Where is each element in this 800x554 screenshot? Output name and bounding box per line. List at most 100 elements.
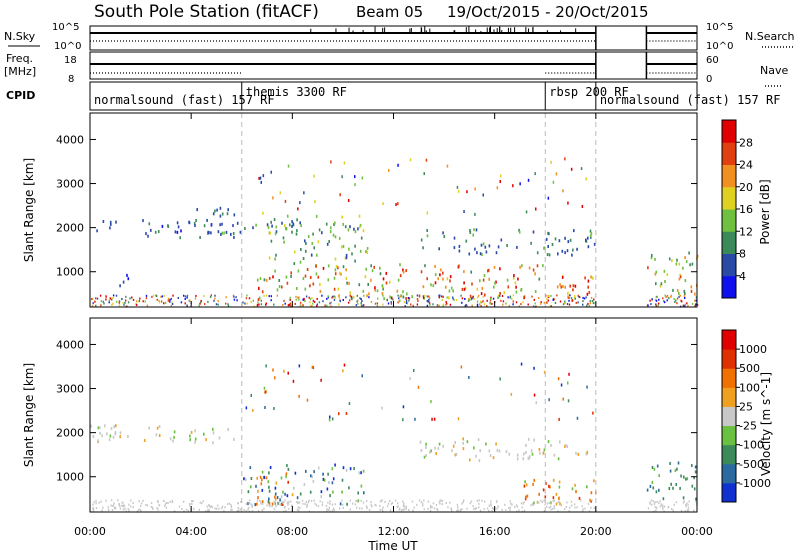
velocity-data [90,318,698,513]
scatter-cell [668,257,671,261]
noise-cell [402,500,404,503]
scatter-cell [318,228,321,232]
scatter-cell [525,483,528,487]
noise-cell [531,295,533,298]
noise-cell [403,508,405,511]
noise-cell [390,302,393,305]
outlier-cell [272,196,274,200]
scatter-cell [319,283,321,286]
noise-cell [286,501,288,504]
noise-cell [584,507,586,510]
noise-cell [659,500,661,503]
noise-cell [435,504,438,507]
noise-cell [651,298,653,301]
scatter-cell [344,225,347,229]
scatter-cell [592,276,594,280]
noise-cell [112,294,115,297]
noise-cell [113,507,116,510]
noise-cell [122,301,124,304]
noise-cell [508,507,510,510]
noise-cell [445,502,447,504]
noise-cell [376,304,379,307]
noise-cell [666,296,669,299]
noise-cell [122,501,124,504]
noise-cell [441,299,443,301]
noise-cell [306,504,308,507]
noise-cell [163,500,165,502]
noise-cell [396,506,398,508]
noise-cell [299,305,301,307]
noise-cell [550,305,552,308]
cpid-segment-label: rbsp 200 RF [549,85,628,99]
scatter-cell [339,502,342,506]
scatter-cell [533,438,535,442]
scatter-cell [315,272,318,276]
scatter-cell [309,284,311,288]
outlier-cell [533,393,536,397]
noise-cell [130,499,132,502]
noise-cell [405,300,408,302]
scatter-cell [450,286,453,290]
outlier-cell [331,417,334,421]
noise-cell [568,297,570,299]
scatter-cell [290,271,292,275]
scatter-cell [368,292,370,296]
y-tick-label: 1000 [56,266,84,279]
scatter-cell [119,431,122,435]
outlier-cell [580,167,583,171]
scatter-cell [354,244,356,248]
scatter-cell [567,291,569,295]
scatter-cell [332,233,335,237]
scatter-cell [499,291,501,295]
scatter-cell [528,266,531,270]
scatter-cell [585,452,588,456]
noise-cell [129,297,131,300]
scatter-cell [688,251,690,255]
noise-cell [304,503,306,506]
noise-cell [118,304,121,307]
noise-cell [145,503,147,506]
outlier-cell [297,207,299,211]
noise-cell [245,297,248,300]
noise-cell [283,501,285,504]
noise-cell [470,500,473,503]
noise-cell [326,304,328,307]
scatter-cell [418,294,421,298]
scatter-cell [651,480,654,484]
noise-cell [193,507,195,510]
noise-cell [248,499,251,502]
scatter-cell [679,275,682,279]
scatter-cell [553,453,556,457]
noise-cell [657,302,660,305]
outlier-cell [520,362,523,366]
noise-cell [492,508,495,511]
noise-cell [170,297,172,300]
outlier-cell [382,202,384,206]
scatter-cell [462,447,465,451]
noise-cell [261,502,264,505]
scatter-cell [112,435,115,439]
scatter-cell [345,253,348,257]
x-tick-label: 12:00 [378,525,410,538]
outlier-cell [562,397,564,401]
noise-cell [368,296,370,299]
noise-cell [145,297,148,300]
scatter-cell [172,439,174,443]
noise-cell [298,509,300,512]
scatter-cell [694,465,697,469]
noise-cell [399,507,401,510]
noise-cell [260,303,263,306]
scatter-cell [210,223,213,226]
noise-cell [172,294,174,297]
outlier-cell [425,158,428,162]
noise-cell [662,506,664,509]
scatter-cell [564,285,566,289]
noise-cell [491,510,493,513]
noise-cell [684,297,686,299]
noise-cell [142,499,144,502]
scatter-cell [351,252,353,256]
scatter-cell [304,239,306,243]
outlier-cell [562,189,564,193]
noise-cell [294,302,296,305]
